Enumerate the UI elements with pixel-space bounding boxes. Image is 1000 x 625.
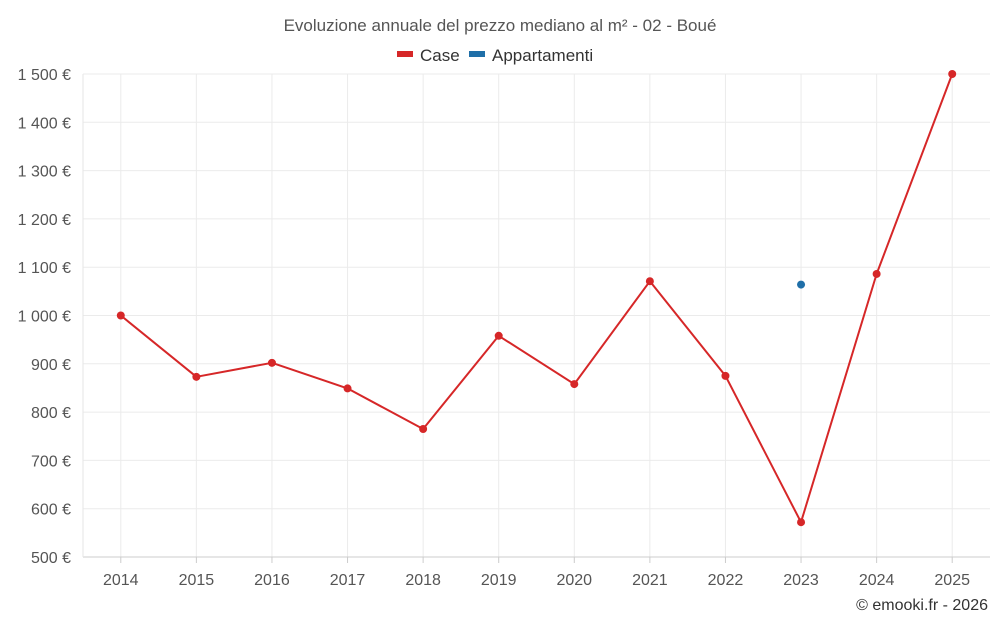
data-point[interactable] xyxy=(267,358,276,367)
x-tick-label: 2018 xyxy=(405,572,441,589)
series xyxy=(116,70,957,527)
legend-swatch[interactable] xyxy=(469,51,485,57)
gridlines xyxy=(83,73,990,558)
series-line-0 xyxy=(120,73,954,524)
x-tick-label: 2017 xyxy=(330,572,366,589)
legend[interactable]: Case Appartamenti xyxy=(397,46,593,65)
x-tick-label: 2023 xyxy=(783,572,819,589)
data-point[interactable] xyxy=(948,70,957,78)
y-tick-label: 800 € xyxy=(31,405,71,422)
x-tick-label: 2022 xyxy=(708,572,744,589)
x-tick-label: 2020 xyxy=(556,572,592,589)
x-tick-label: 2025 xyxy=(934,572,970,589)
x-tick-label: 2016 xyxy=(254,572,290,589)
y-tick-label: 500 € xyxy=(31,550,71,567)
x-tick-label: 2021 xyxy=(632,572,668,589)
y-tick-label: 1 400 € xyxy=(18,115,71,132)
y-tick-label: 1 200 € xyxy=(18,212,71,229)
legend-label[interactable]: Appartamenti xyxy=(492,46,593,65)
y-tick-label: 1 300 € xyxy=(18,164,71,181)
y-tick-label: 600 € xyxy=(31,502,71,519)
y-tick-label: 900 € xyxy=(31,357,71,374)
credit-text: © emooki.fr - 2026 xyxy=(856,597,988,614)
legend-swatch[interactable] xyxy=(397,51,413,57)
y-tick-label: 700 € xyxy=(31,453,71,470)
y-tick-label: 1 000 € xyxy=(18,309,71,326)
data-point[interactable] xyxy=(797,280,806,289)
legend-label[interactable]: Case xyxy=(420,46,460,65)
x-tick-label: 2015 xyxy=(179,572,215,589)
data-point[interactable] xyxy=(419,425,428,434)
x-tick-label: 2024 xyxy=(859,572,895,589)
y-tick-label: 1 100 € xyxy=(18,260,71,277)
data-point[interactable] xyxy=(494,331,503,340)
y-tick-label: 1 500 € xyxy=(18,67,71,84)
data-point[interactable] xyxy=(797,518,806,527)
data-point[interactable] xyxy=(721,371,730,380)
data-point[interactable] xyxy=(645,277,654,286)
data-point[interactable] xyxy=(116,311,125,320)
x-tick-label: 2019 xyxy=(481,572,517,589)
data-point[interactable] xyxy=(192,372,201,381)
data-point[interactable] xyxy=(872,269,881,278)
data-point[interactable] xyxy=(343,384,352,393)
x-tick-label: 2014 xyxy=(103,572,139,589)
data-point[interactable] xyxy=(570,380,579,389)
chart-title: Evoluzione annuale del prezzo mediano al… xyxy=(284,16,717,35)
axes: 500 € 600 € 700 € 800 € 900 € 1 000 € 1 100 € 1… xyxy=(18,67,990,589)
